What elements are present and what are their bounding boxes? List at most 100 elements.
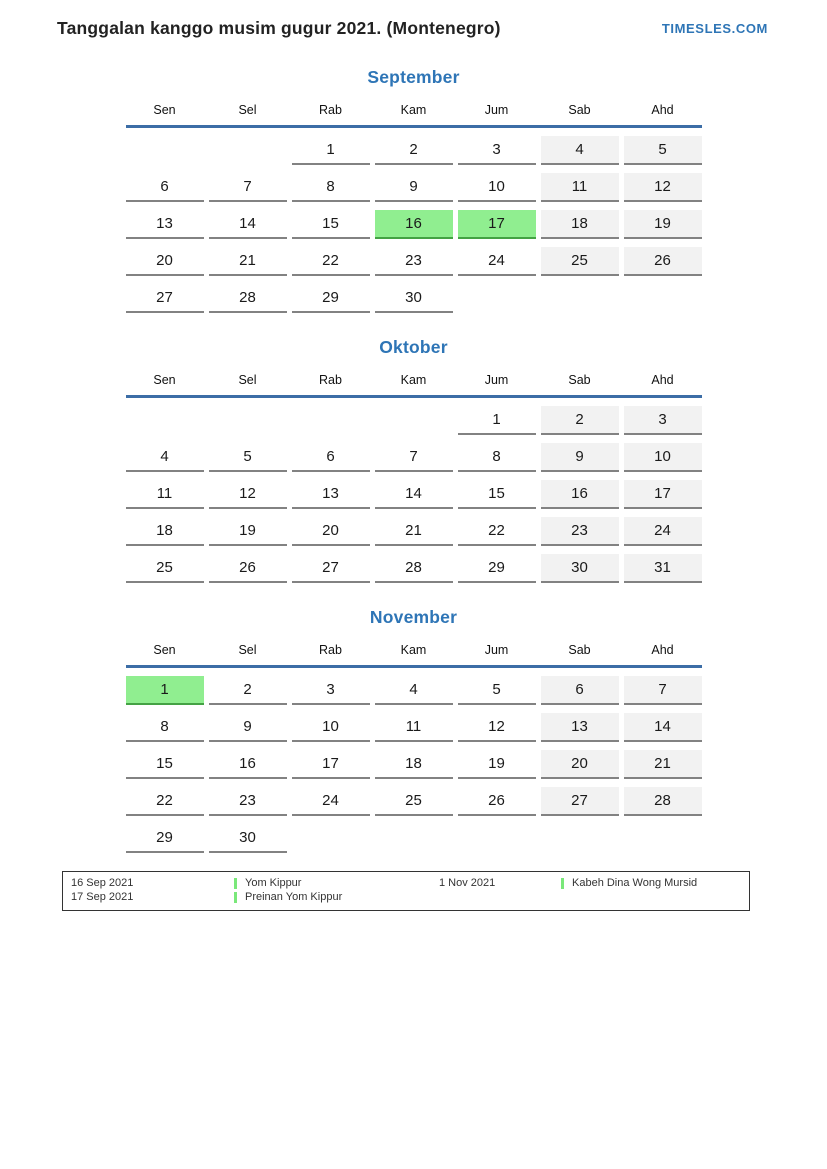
day-cell[interactable]: 3 — [457, 136, 536, 165]
day-cell[interactable]: 19 — [457, 750, 536, 779]
day-cell[interactable]: 12 — [208, 480, 287, 509]
day-cell[interactable]: 7 — [623, 676, 702, 705]
day-cell[interactable]: 21 — [623, 750, 702, 779]
day-cell[interactable]: 14 — [374, 480, 453, 509]
calendar-grid: Sen Sel Rab Kam Jum Sab Ahd 1 2 3 4 5 6 7 8 9 10 11 12 13 14… — [125, 641, 702, 853]
day-cell[interactable]: 20 — [540, 750, 619, 779]
day-cell[interactable]: 11 — [540, 173, 619, 202]
day-cell[interactable]: 23 — [374, 247, 453, 276]
day-cell[interactable]: 12 — [623, 173, 702, 202]
day-cell[interactable]: 6 — [291, 443, 370, 472]
day-cell[interactable]: 2 — [208, 676, 287, 705]
day-cell[interactable]: 25 — [125, 554, 204, 583]
day-cell[interactable]: 6 — [125, 173, 204, 202]
day-cell[interactable]: 10 — [457, 173, 536, 202]
day-cell[interactable]: 30 — [374, 284, 453, 313]
day-cell[interactable]: 12 — [457, 713, 536, 742]
day-cell[interactable]: 23 — [540, 517, 619, 546]
day-cell[interactable]: 19 — [208, 517, 287, 546]
day-cell[interactable]: 25 — [540, 247, 619, 276]
day-cell[interactable]: 6 — [540, 676, 619, 705]
day-cell[interactable]: 22 — [457, 517, 536, 546]
calendar-grid: Sen Sel Rab Kam Jum Sab Ahd 1 2 3 4 5 6 7 8 9 10 11 12 13 14… — [125, 371, 702, 583]
day-cell[interactable]: 28 — [374, 554, 453, 583]
month-title: November — [369, 607, 458, 627]
day-cell[interactable]: 10 — [291, 713, 370, 742]
day-cell[interactable]: 30 — [540, 554, 619, 583]
day-cell[interactable]: 21 — [208, 247, 287, 276]
day-cell[interactable]: 8 — [125, 713, 204, 742]
day-cell[interactable]: 10 — [623, 443, 702, 472]
day-cell[interactable]: 17 — [457, 210, 536, 239]
day-cell[interactable]: 24 — [457, 247, 536, 276]
day-cell[interactable]: 29 — [125, 824, 204, 853]
weekday-label: Rab — [319, 643, 342, 657]
day-cell[interactable]: 14 — [208, 210, 287, 239]
month-november: November Sen Sel Rab Kam Jum Sab Ahd 1 2 3 4 5 6 7 8 9 10… — [125, 607, 702, 853]
day-cell[interactable]: 22 — [291, 247, 370, 276]
day-cell[interactable]: 3 — [291, 676, 370, 705]
day-cell[interactable]: 26 — [208, 554, 287, 583]
day-cell[interactable]: 24 — [291, 787, 370, 816]
day-cell[interactable]: 20 — [291, 517, 370, 546]
day-cell[interactable]: 17 — [291, 750, 370, 779]
day-cell[interactable]: 26 — [457, 787, 536, 816]
day-cell[interactable]: 19 — [623, 210, 702, 239]
day-cell[interactable]: 2 — [540, 406, 619, 435]
day-cell[interactable]: 13 — [125, 210, 204, 239]
day-cell[interactable]: 1 — [291, 136, 370, 165]
day-cell[interactable]: 13 — [540, 713, 619, 742]
day-cell[interactable]: 31 — [623, 554, 702, 583]
day-cell[interactable]: 4 — [125, 443, 204, 472]
day-cell[interactable]: 15 — [457, 480, 536, 509]
day-cell[interactable]: 16 — [374, 210, 453, 239]
site-link[interactable]: TIMESLES.COM — [661, 21, 768, 36]
day-cell[interactable]: 4 — [374, 676, 453, 705]
day-cell[interactable]: 27 — [540, 787, 619, 816]
day-cell[interactable]: 9 — [208, 713, 287, 742]
legend-event: Yom Kippur — [234, 877, 439, 891]
day-cell[interactable]: 22 — [125, 787, 204, 816]
day-cell[interactable]: 2 — [374, 136, 453, 165]
day-cell[interactable]: 29 — [291, 284, 370, 313]
day-cell[interactable]: 18 — [540, 210, 619, 239]
day-cell[interactable]: 16 — [208, 750, 287, 779]
day-cell[interactable]: 27 — [125, 284, 204, 313]
day-cell[interactable]: 29 — [457, 554, 536, 583]
day-cell[interactable]: 11 — [125, 480, 204, 509]
day-cell[interactable]: 15 — [291, 210, 370, 239]
day-cell[interactable]: 25 — [374, 787, 453, 816]
day-cell[interactable]: 17 — [623, 480, 702, 509]
day-cell[interactable]: 5 — [208, 443, 287, 472]
day-cell[interactable]: 5 — [623, 136, 702, 165]
day-cell[interactable]: 9 — [374, 173, 453, 202]
day-cell[interactable]: 27 — [291, 554, 370, 583]
day-cell[interactable]: 1 — [125, 676, 204, 705]
day-cell[interactable]: 21 — [374, 517, 453, 546]
day-cell[interactable]: 13 — [291, 480, 370, 509]
day-cell[interactable]: 18 — [125, 517, 204, 546]
day-cell[interactable]: 7 — [208, 173, 287, 202]
day-cell[interactable]: 8 — [457, 443, 536, 472]
day-cell[interactable]: 24 — [623, 517, 702, 546]
day-cell[interactable]: 15 — [125, 750, 204, 779]
day-cell[interactable]: 5 — [457, 676, 536, 705]
day-cell[interactable]: 8 — [291, 173, 370, 202]
day-cell[interactable]: 20 — [125, 247, 204, 276]
event-marker-icon — [561, 878, 564, 890]
day-cell[interactable]: 3 — [623, 406, 702, 435]
day-cell[interactable]: 28 — [208, 284, 287, 313]
day-cell[interactable]: 16 — [540, 480, 619, 509]
day-cell[interactable]: 7 — [374, 443, 453, 472]
day-cell[interactable]: 4 — [540, 136, 619, 165]
day-cell[interactable]: 9 — [540, 443, 619, 472]
day-cell[interactable]: 30 — [208, 824, 287, 853]
day-cell[interactable]: 11 — [374, 713, 453, 742]
day-cell[interactable]: 1 — [457, 406, 536, 435]
day-cell[interactable]: 14 — [623, 713, 702, 742]
day-cell[interactable]: 28 — [623, 787, 702, 816]
day-cell[interactable]: 23 — [208, 787, 287, 816]
day-cell[interactable]: 26 — [623, 247, 702, 276]
legend-event-label: Kabeh Dina Wong Mursid — [572, 877, 698, 889]
day-cell[interactable]: 18 — [374, 750, 453, 779]
